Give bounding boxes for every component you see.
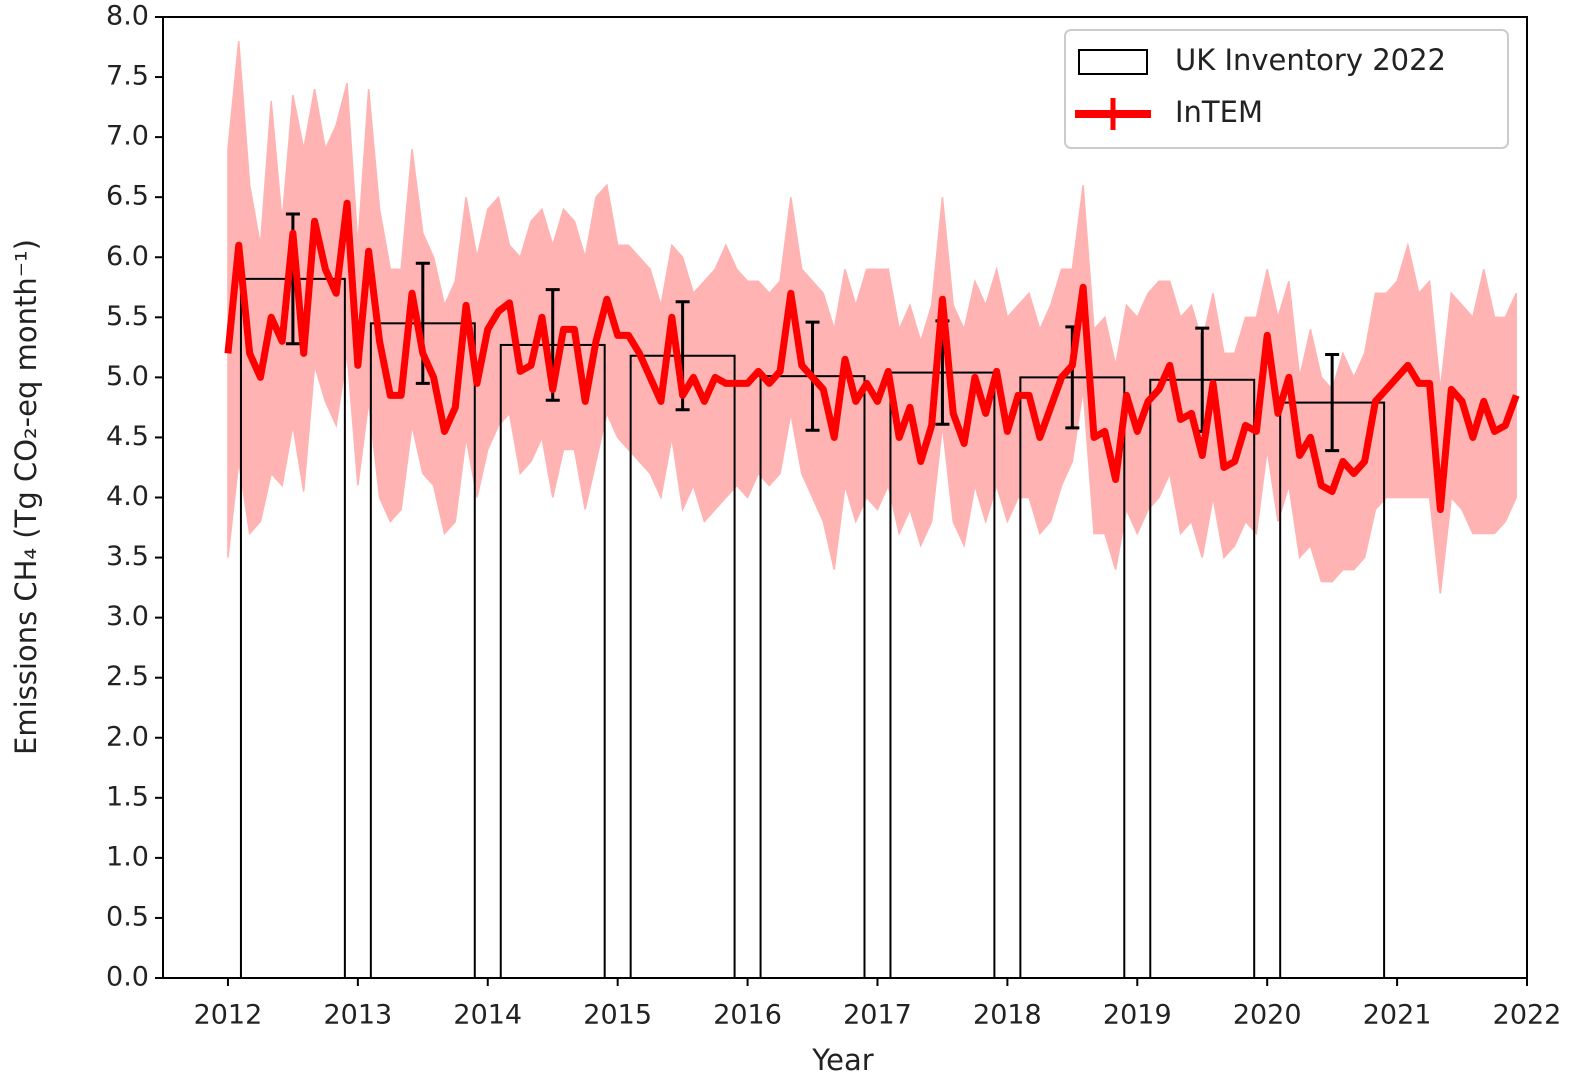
x-tick-label: 2022 [1493,1000,1562,1031]
x-tick-label: 2015 [583,1000,652,1031]
x-tick-label: 2019 [1103,1000,1172,1031]
y-tick-label: 5.5 [106,301,149,332]
x-axis-label: Year [811,1043,873,1077]
y-tick-label: 8.0 [106,1,149,32]
x-tick-label: 2016 [713,1000,782,1031]
uncertainty-band [227,40,1517,594]
y-tick-label: 6.5 [106,181,149,212]
x-tick-label: 2014 [453,1000,522,1031]
error-bar [1325,353,1340,453]
x-tick-label: 2012 [194,1000,263,1031]
line [224,199,1520,514]
y-tick-label: 4.0 [106,481,149,512]
y-tick-label: 3.0 [106,601,149,632]
y-tick-label: 2.0 [106,721,149,752]
error-bar [415,261,430,385]
y-tick-label: 1.5 [106,781,149,812]
y-tick-label: 0.5 [106,901,149,932]
y-tick-label: 4.5 [106,421,149,452]
legend-box [1064,29,1509,149]
x-tick-label: 2013 [323,1000,392,1031]
y-tick-label: 0.0 [106,962,149,993]
y-tick-label: 7.0 [106,121,149,152]
x-tick-label: 2021 [1363,1000,1432,1031]
legend-swatch [1078,49,1148,75]
y-tick-label: 1.0 [106,841,149,872]
y-tick-label: 2.5 [106,661,149,692]
y-tick-label: 6.0 [106,241,149,272]
legend-label: InTEM [1175,95,1263,129]
y-axis-label: Emissions CH₄ (Tg CO₂-eq month⁻¹) [9,239,43,755]
y-tick-label: 5.0 [106,361,149,392]
y-tick-label: 7.5 [106,61,149,92]
x-tick-label: 2017 [843,1000,912,1031]
x-tick-label: 2020 [1233,1000,1302,1031]
legend-label: UK Inventory 2022 [1175,43,1446,77]
y-tick-label: 3.5 [106,541,149,572]
x-tick-label: 2018 [973,1000,1042,1031]
